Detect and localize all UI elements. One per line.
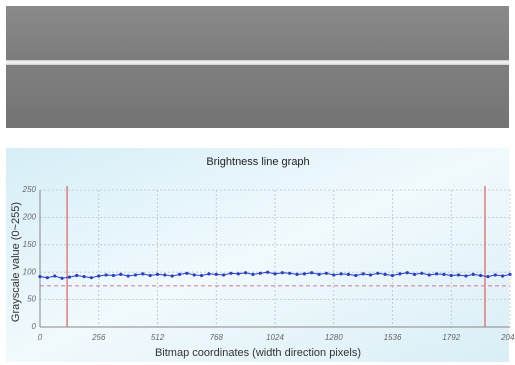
data-point (405, 271, 409, 275)
x-tick-label: 256 (91, 333, 106, 342)
data-point (75, 273, 79, 278)
data-point (177, 272, 182, 276)
x-tick-label: 512 (151, 333, 165, 342)
x-tick-label: 2048 (500, 333, 515, 342)
data-point (376, 271, 380, 275)
data-point (339, 272, 343, 276)
data-point (163, 273, 167, 277)
data-point (214, 272, 218, 276)
data-point (346, 272, 351, 276)
data-point (229, 271, 233, 275)
data-point (207, 272, 211, 276)
data-point (67, 275, 71, 279)
y-tick-label: 0 (32, 322, 37, 331)
x-tick-label: 1536 (384, 333, 402, 342)
data-point (104, 273, 108, 277)
y-tick-label: 150 (23, 240, 37, 249)
data-point (244, 271, 248, 275)
data-point (45, 276, 49, 280)
x-tick-label: 768 (210, 333, 224, 342)
x-tick-label: 1280 (325, 333, 343, 342)
data-point (464, 274, 468, 278)
chart-title: Brightness line graph (206, 156, 309, 168)
data-point (354, 273, 358, 278)
data-point (126, 274, 130, 278)
data-point (501, 274, 505, 278)
data-point (251, 272, 255, 276)
data-point (273, 272, 277, 276)
data-point (141, 272, 145, 276)
x-axis-title: Bitmap coordinates (width direction pixe… (155, 347, 361, 359)
y-tick-label: 100 (23, 267, 37, 276)
data-point (302, 272, 306, 276)
data-point (148, 273, 152, 278)
y-tick-label: 250 (22, 185, 37, 194)
data-point (38, 274, 42, 279)
data-point (170, 274, 174, 278)
chart-panel (6, 148, 509, 362)
data-point (111, 273, 116, 278)
data-point (317, 272, 321, 276)
data-point (192, 273, 196, 277)
data-point (449, 273, 453, 278)
data-point (82, 274, 86, 279)
data-point (479, 273, 483, 278)
data-point (361, 272, 365, 276)
data-point (442, 272, 446, 276)
data-point (324, 271, 329, 275)
y-tick-label: 50 (27, 295, 36, 304)
data-point (398, 272, 402, 276)
x-tick-label: 1024 (266, 333, 284, 342)
data-point (471, 272, 475, 276)
data-point (493, 273, 497, 277)
data-point (420, 271, 424, 275)
data-point (53, 274, 57, 278)
data-point (133, 273, 138, 277)
bright-line-core (6, 61, 509, 64)
data-point (236, 272, 240, 276)
data-point (383, 272, 387, 276)
data-point (288, 271, 292, 275)
data-point (89, 276, 94, 280)
data-point (221, 273, 226, 277)
data-point (97, 274, 101, 278)
data-point (295, 272, 299, 276)
x-tick-label: 1792 (442, 333, 460, 342)
data-point (486, 274, 490, 279)
data-point (434, 272, 439, 276)
data-point (266, 270, 270, 274)
data-point (412, 272, 417, 276)
data-point (60, 276, 64, 280)
data-point (508, 272, 512, 276)
x-tick-label: 0 (38, 333, 43, 342)
data-point (119, 272, 123, 276)
data-point (280, 271, 284, 275)
data-point (390, 273, 395, 278)
data-point (310, 271, 314, 275)
data-point (332, 273, 336, 277)
camera-image (6, 6, 509, 128)
data-point (185, 271, 189, 275)
data-point (456, 273, 461, 277)
y-axis-title: Grayscale value (0~255) (10, 202, 22, 322)
y-tick-label: 200 (22, 213, 37, 222)
data-point (368, 273, 373, 277)
data-point (155, 272, 160, 276)
data-point (199, 273, 204, 278)
data-point (258, 271, 262, 275)
data-point (427, 273, 431, 277)
